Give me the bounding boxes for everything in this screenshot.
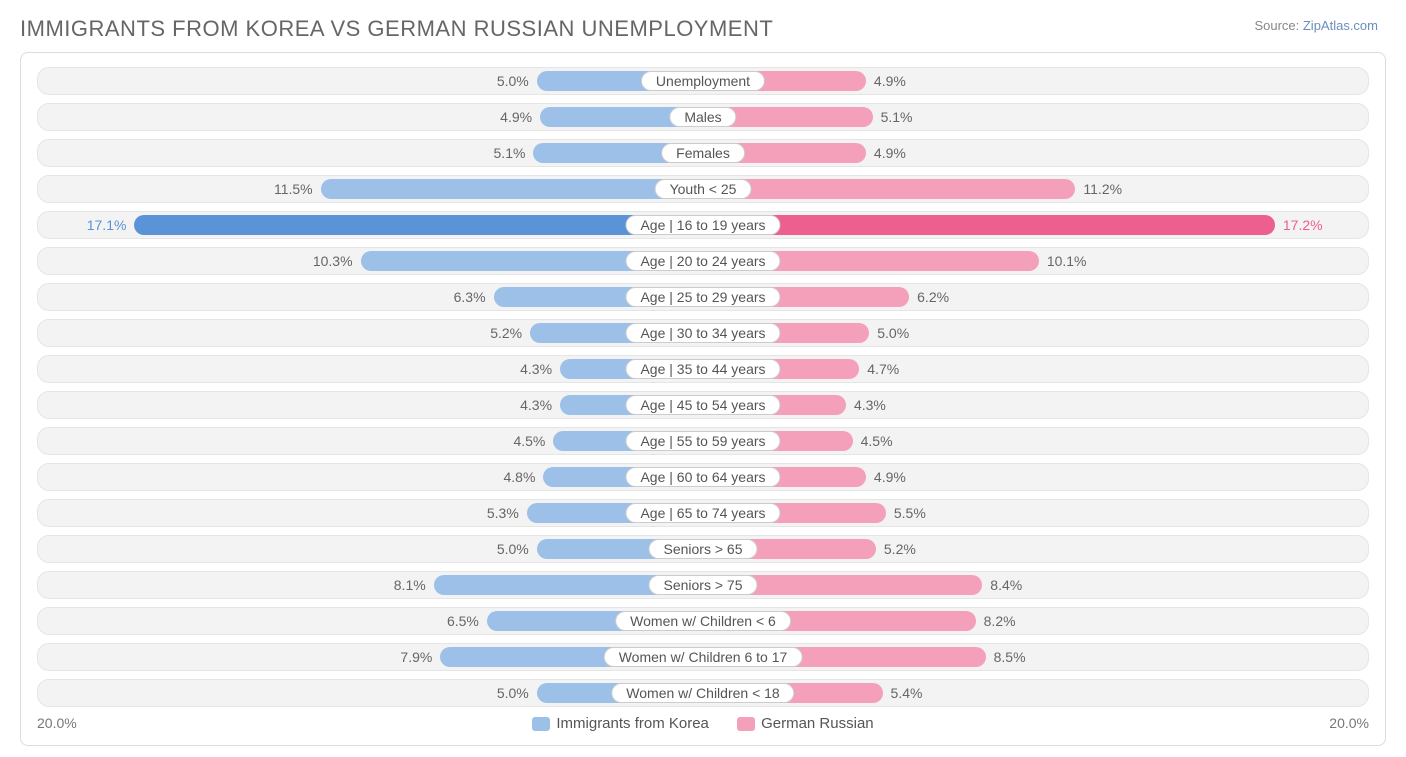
chart-row: 5.0% 5.2% Seniors > 65: [37, 535, 1369, 563]
bar-left: [134, 215, 703, 235]
bar-right: [703, 215, 1275, 235]
category-pill: Age | 30 to 34 years: [625, 323, 780, 343]
category-pill: Males: [669, 107, 736, 127]
chart-row: 6.5% 8.2% Women w/ Children < 6: [37, 607, 1369, 635]
value-right: 8.5%: [994, 644, 1026, 672]
chart-title: IMMIGRANTS FROM KOREA VS GERMAN RUSSIAN …: [20, 16, 1386, 42]
legend-item-right: German Russian: [737, 715, 874, 732]
value-right: 4.3%: [854, 392, 886, 420]
value-right: 4.7%: [867, 356, 899, 384]
value-right: 4.9%: [874, 464, 906, 492]
chart-frame: 5.0%4.9%Unemployment4.9%5.1%Males5.1%4.9…: [20, 52, 1386, 746]
value-right: 11.2%: [1083, 176, 1122, 204]
value-right: 10.1%: [1047, 248, 1087, 276]
chart-row: 4.8% 4.9% Age | 60 to 64 years: [37, 463, 1369, 491]
legend: Immigrants from Korea German Russian: [37, 715, 1369, 735]
category-pill: Youth < 25: [655, 179, 752, 199]
category-pill: Unemployment: [641, 71, 765, 91]
chart-row: 5.1% 4.9% Females: [37, 139, 1369, 167]
chart-row: 17.1% 17.2% Age | 16 to 19 years: [37, 211, 1369, 239]
chart-row: 10.3% 10.1% Age | 20 to 24 years: [37, 247, 1369, 275]
value-left: 4.3%: [520, 392, 552, 420]
category-pill: Women w/ Children 6 to 17: [604, 647, 803, 667]
value-left: 5.3%: [487, 500, 519, 528]
legend-label-left: Immigrants from Korea: [556, 715, 709, 732]
source-prefix: Source:: [1254, 18, 1302, 33]
value-left: 5.1%: [494, 140, 526, 168]
legend-label-right: German Russian: [761, 715, 874, 732]
value-left: 5.0%: [497, 536, 529, 564]
bar-right: [703, 179, 1075, 199]
category-pill: Age | 65 to 74 years: [625, 503, 780, 523]
legend-swatch-right: [737, 717, 755, 731]
value-left: 17.1%: [87, 212, 127, 240]
legend-swatch-left: [532, 717, 550, 731]
value-right: 5.4%: [891, 680, 923, 708]
value-left: 4.5%: [513, 428, 545, 456]
value-right: 5.1%: [881, 104, 913, 132]
category-pill: Age | 25 to 29 years: [625, 287, 780, 307]
value-left: 7.9%: [400, 644, 432, 672]
value-left: 4.3%: [520, 356, 552, 384]
value-left: 5.0%: [497, 680, 529, 708]
axis-row: 20.0% 20.0% Immigrants from Korea German…: [37, 715, 1369, 737]
value-right: 5.0%: [877, 320, 909, 348]
value-right: 5.2%: [884, 536, 916, 564]
value-left: 6.3%: [454, 284, 486, 312]
value-left: 5.2%: [490, 320, 522, 348]
chart-row: 5.0% 5.4% Women w/ Children < 18: [37, 679, 1369, 707]
chart-row: 6.3% 6.2% Age | 25 to 29 years: [37, 283, 1369, 311]
chart-row: 7.9% 8.5% Women w/ Children 6 to 17: [37, 643, 1369, 671]
category-pill: Seniors > 65: [649, 539, 758, 559]
chart-row: 5.2% 5.0% Age | 30 to 34 years: [37, 319, 1369, 347]
chart-rows: 5.0%4.9%Unemployment4.9%5.1%Males5.1%4.9…: [37, 67, 1369, 707]
category-pill: Age | 60 to 64 years: [625, 467, 780, 487]
value-left: 5.0%: [497, 68, 529, 96]
category-pill: Women w/ Children < 18: [611, 683, 794, 703]
bar-left: [321, 179, 703, 199]
value-left: 10.3%: [313, 248, 353, 276]
category-pill: Age | 16 to 19 years: [625, 215, 780, 235]
value-left: 4.9%: [500, 104, 532, 132]
value-right: 6.2%: [917, 284, 949, 312]
source-link[interactable]: ZipAtlas.com: [1303, 18, 1378, 33]
chart-row: 8.1% 8.4% Seniors > 75: [37, 571, 1369, 599]
value-right: 8.2%: [984, 608, 1016, 636]
chart-row: 11.5% 11.2% Youth < 25: [37, 175, 1369, 203]
value-left: 4.8%: [503, 464, 535, 492]
chart-row: 4.5% 4.5% Age | 55 to 59 years: [37, 427, 1369, 455]
legend-item-left: Immigrants from Korea: [532, 715, 709, 732]
value-left: 6.5%: [447, 608, 479, 636]
axis-right-max: 20.0%: [1329, 715, 1369, 731]
axis-left-max: 20.0%: [37, 715, 77, 731]
chart-row: 4.3% 4.7% Age | 35 to 44 years: [37, 355, 1369, 383]
value-right: 8.4%: [990, 572, 1022, 600]
chart-row: 4.3% 4.3% Age | 45 to 54 years: [37, 391, 1369, 419]
chart-row: 5.0% 4.9% Unemployment: [37, 67, 1369, 95]
value-left: 11.5%: [274, 176, 313, 204]
value-right: 5.5%: [894, 500, 926, 528]
value-right: 4.5%: [861, 428, 893, 456]
value-right: 4.9%: [874, 68, 906, 96]
value-left: 8.1%: [394, 572, 426, 600]
chart-row: 5.3% 5.5% Age | 65 to 74 years: [37, 499, 1369, 527]
value-right: 4.9%: [874, 140, 906, 168]
category-pill: Age | 55 to 59 years: [625, 431, 780, 451]
category-pill: Females: [661, 143, 745, 163]
category-pill: Seniors > 75: [649, 575, 758, 595]
value-right: 17.2%: [1283, 212, 1323, 240]
chart-row: 4.9% 5.1% Males: [37, 103, 1369, 131]
category-pill: Age | 45 to 54 years: [625, 395, 780, 415]
category-pill: Age | 20 to 24 years: [625, 251, 780, 271]
category-pill: Age | 35 to 44 years: [625, 359, 780, 379]
category-pill: Women w/ Children < 6: [615, 611, 791, 631]
source-attribution: Source: ZipAtlas.com: [1254, 18, 1378, 33]
